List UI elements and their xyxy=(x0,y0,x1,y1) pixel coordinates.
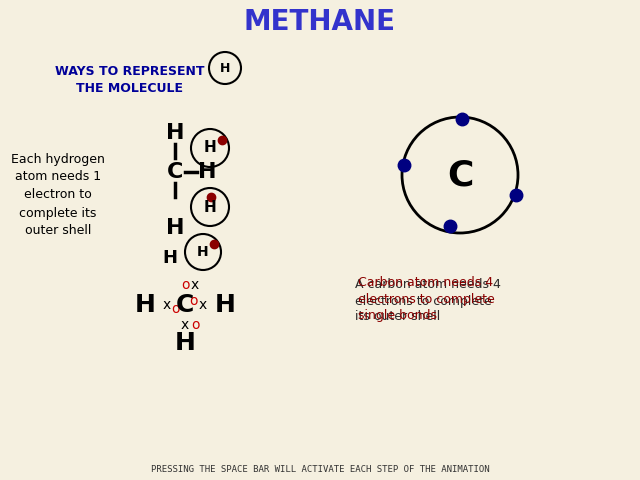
Text: C: C xyxy=(447,158,473,192)
Text: PRESSING THE SPACE BAR WILL ACTIVATE EACH STEP OF THE ANIMATION: PRESSING THE SPACE BAR WILL ACTIVATE EAC… xyxy=(150,466,490,475)
Text: o: o xyxy=(180,278,189,292)
Text: C: C xyxy=(167,162,183,182)
Text: H: H xyxy=(204,141,216,156)
Text: METHANE: METHANE xyxy=(244,8,396,36)
Text: A carbon atom needs 4: A carbon atom needs 4 xyxy=(355,278,501,291)
Text: H: H xyxy=(166,123,184,143)
Text: H: H xyxy=(166,218,184,238)
Text: C: C xyxy=(176,293,194,317)
Text: o: o xyxy=(172,302,180,316)
Text: electrons to complete: electrons to complete xyxy=(358,292,495,305)
Text: electrons to complete: electrons to complete xyxy=(355,295,492,308)
Text: x: x xyxy=(199,298,207,312)
Text: x: x xyxy=(163,298,171,312)
Text: H: H xyxy=(197,245,209,259)
Text: H: H xyxy=(220,61,230,74)
Text: Each hydrogen
atom needs 1
electron to
complete its
outer shell: Each hydrogen atom needs 1 electron to c… xyxy=(11,153,105,238)
Text: Carbon atom needs 4: Carbon atom needs 4 xyxy=(358,276,493,289)
Text: o: o xyxy=(191,318,199,332)
Text: WAYS TO REPRESENT
THE MOLECULE: WAYS TO REPRESENT THE MOLECULE xyxy=(55,65,205,95)
Text: x: x xyxy=(191,278,199,292)
Text: H: H xyxy=(163,249,177,267)
Text: H: H xyxy=(175,331,195,355)
Text: single bonds: single bonds xyxy=(358,309,437,322)
Text: o: o xyxy=(189,294,198,308)
Text: H: H xyxy=(134,293,156,317)
Text: H: H xyxy=(204,200,216,215)
Text: its outer shell: its outer shell xyxy=(355,311,440,324)
Text: x: x xyxy=(181,318,189,332)
Text: H: H xyxy=(198,162,216,182)
Text: H: H xyxy=(214,293,236,317)
